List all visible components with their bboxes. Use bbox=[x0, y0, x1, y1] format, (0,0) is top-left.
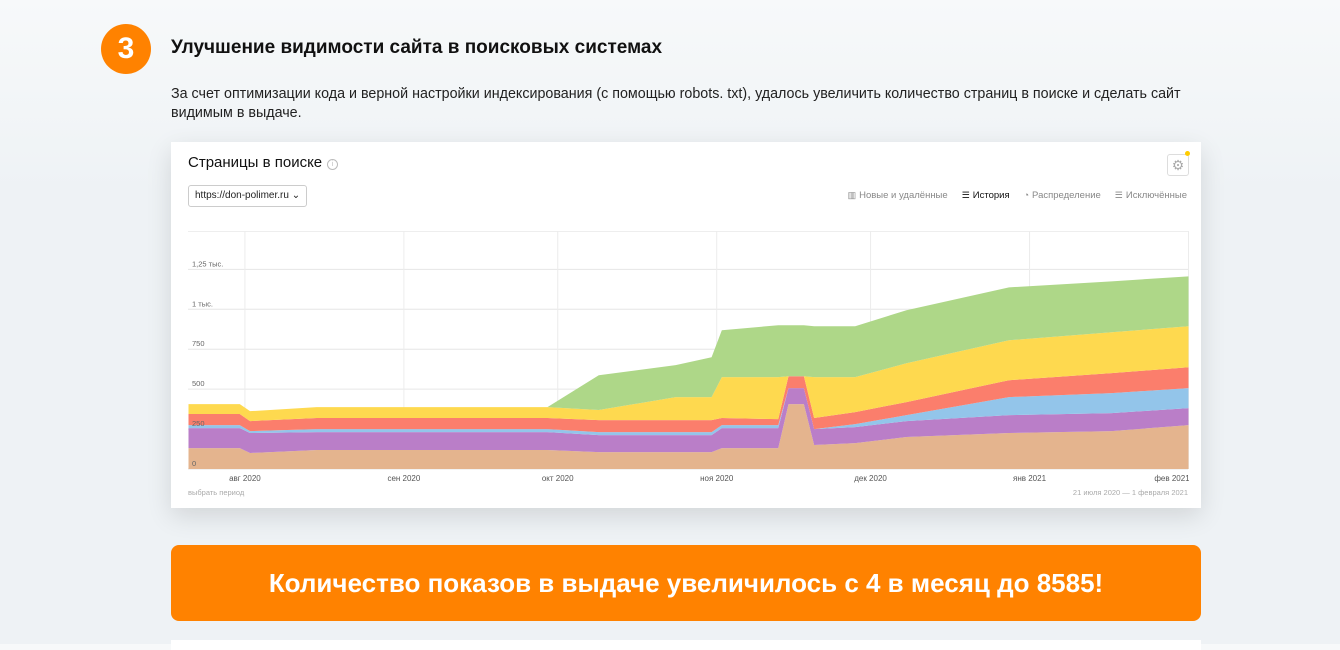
x-tick-label: окт 2020 bbox=[542, 474, 574, 483]
period-range: 21 июля 2020 — 1 февраля 2021 bbox=[1072, 488, 1188, 497]
excluded-icon: ☰ bbox=[1114, 190, 1123, 200]
history-chart[interactable]: 0 250 500 750 1 тыс. 1,25 тыс. авг 2020 сен 202… bbox=[188, 231, 1189, 487]
x-tick-label: ноя 2020 bbox=[700, 474, 734, 483]
gear-icon[interactable]: ⚙ bbox=[1167, 154, 1189, 176]
x-tick-label: сен 2020 bbox=[387, 474, 420, 483]
pages-in-search-card: Страницы в поиске i ⚙ https://don-polimer… bbox=[171, 142, 1201, 508]
y-tick-label: 250 bbox=[192, 419, 205, 428]
x-tick-label: янв 2021 bbox=[1013, 474, 1047, 483]
site-select-value: https://don-polimer.ru bbox=[195, 190, 289, 201]
area-series-2 bbox=[188, 388, 1189, 454]
section-title: Улучшение видимости сайта в поисковых си… bbox=[171, 37, 663, 58]
tab-new-and-deleted[interactable]: ▥ Новые и удалённые bbox=[847, 190, 948, 201]
area-series-5 bbox=[188, 326, 1189, 422]
area-series-4 bbox=[188, 367, 1189, 433]
x-tick-label: фев 2021 bbox=[1154, 474, 1189, 483]
y-tick-label: 0 bbox=[192, 459, 196, 468]
chevron-down-icon: ⌄ bbox=[291, 190, 301, 201]
y-tick-label: 750 bbox=[192, 339, 205, 348]
view-tabs: ▥ Новые и удалённые ☰ История ◔ Распределен… bbox=[848, 190, 1187, 201]
pick-period-link[interactable]: выбрать период bbox=[188, 488, 245, 497]
next-section bbox=[171, 640, 1201, 650]
step-number-badge: 3 bbox=[101, 24, 151, 74]
result-banner: Количество показов в выдаче увеличилось … bbox=[171, 545, 1201, 621]
y-tick-label: 1,25 тыс. bbox=[192, 259, 223, 268]
pie-icon: ◔ bbox=[1023, 190, 1030, 200]
area-series-1 bbox=[188, 404, 1189, 469]
x-tick-label: авг 2020 bbox=[229, 474, 261, 483]
area-series-3 bbox=[188, 388, 1189, 436]
card-title: Страницы в поиске i bbox=[188, 154, 339, 171]
history-icon: ☰ bbox=[961, 190, 970, 200]
x-tick-label: дек 2020 bbox=[854, 474, 887, 483]
tab-history[interactable]: ☰ История bbox=[961, 190, 1010, 201]
info-icon[interactable]: i bbox=[327, 159, 339, 170]
tab-distribution[interactable]: ◔ Распределение bbox=[1023, 190, 1101, 201]
notification-dot bbox=[1185, 151, 1190, 156]
bar-chart-icon: ▥ bbox=[847, 190, 857, 200]
section-description: За счет оптимизации кода и верной настро… bbox=[171, 86, 1181, 121]
y-tick-label: 500 bbox=[192, 379, 205, 388]
y-tick-label: 1 тыс. bbox=[192, 299, 213, 308]
area-series-6 bbox=[188, 276, 1189, 412]
tab-excluded[interactable]: ☰ Исключённые bbox=[1114, 190, 1187, 201]
site-select[interactable]: https://don-polimer.ru ⌄ bbox=[188, 185, 308, 207]
card-title-text: Страницы в поиске bbox=[188, 154, 323, 171]
